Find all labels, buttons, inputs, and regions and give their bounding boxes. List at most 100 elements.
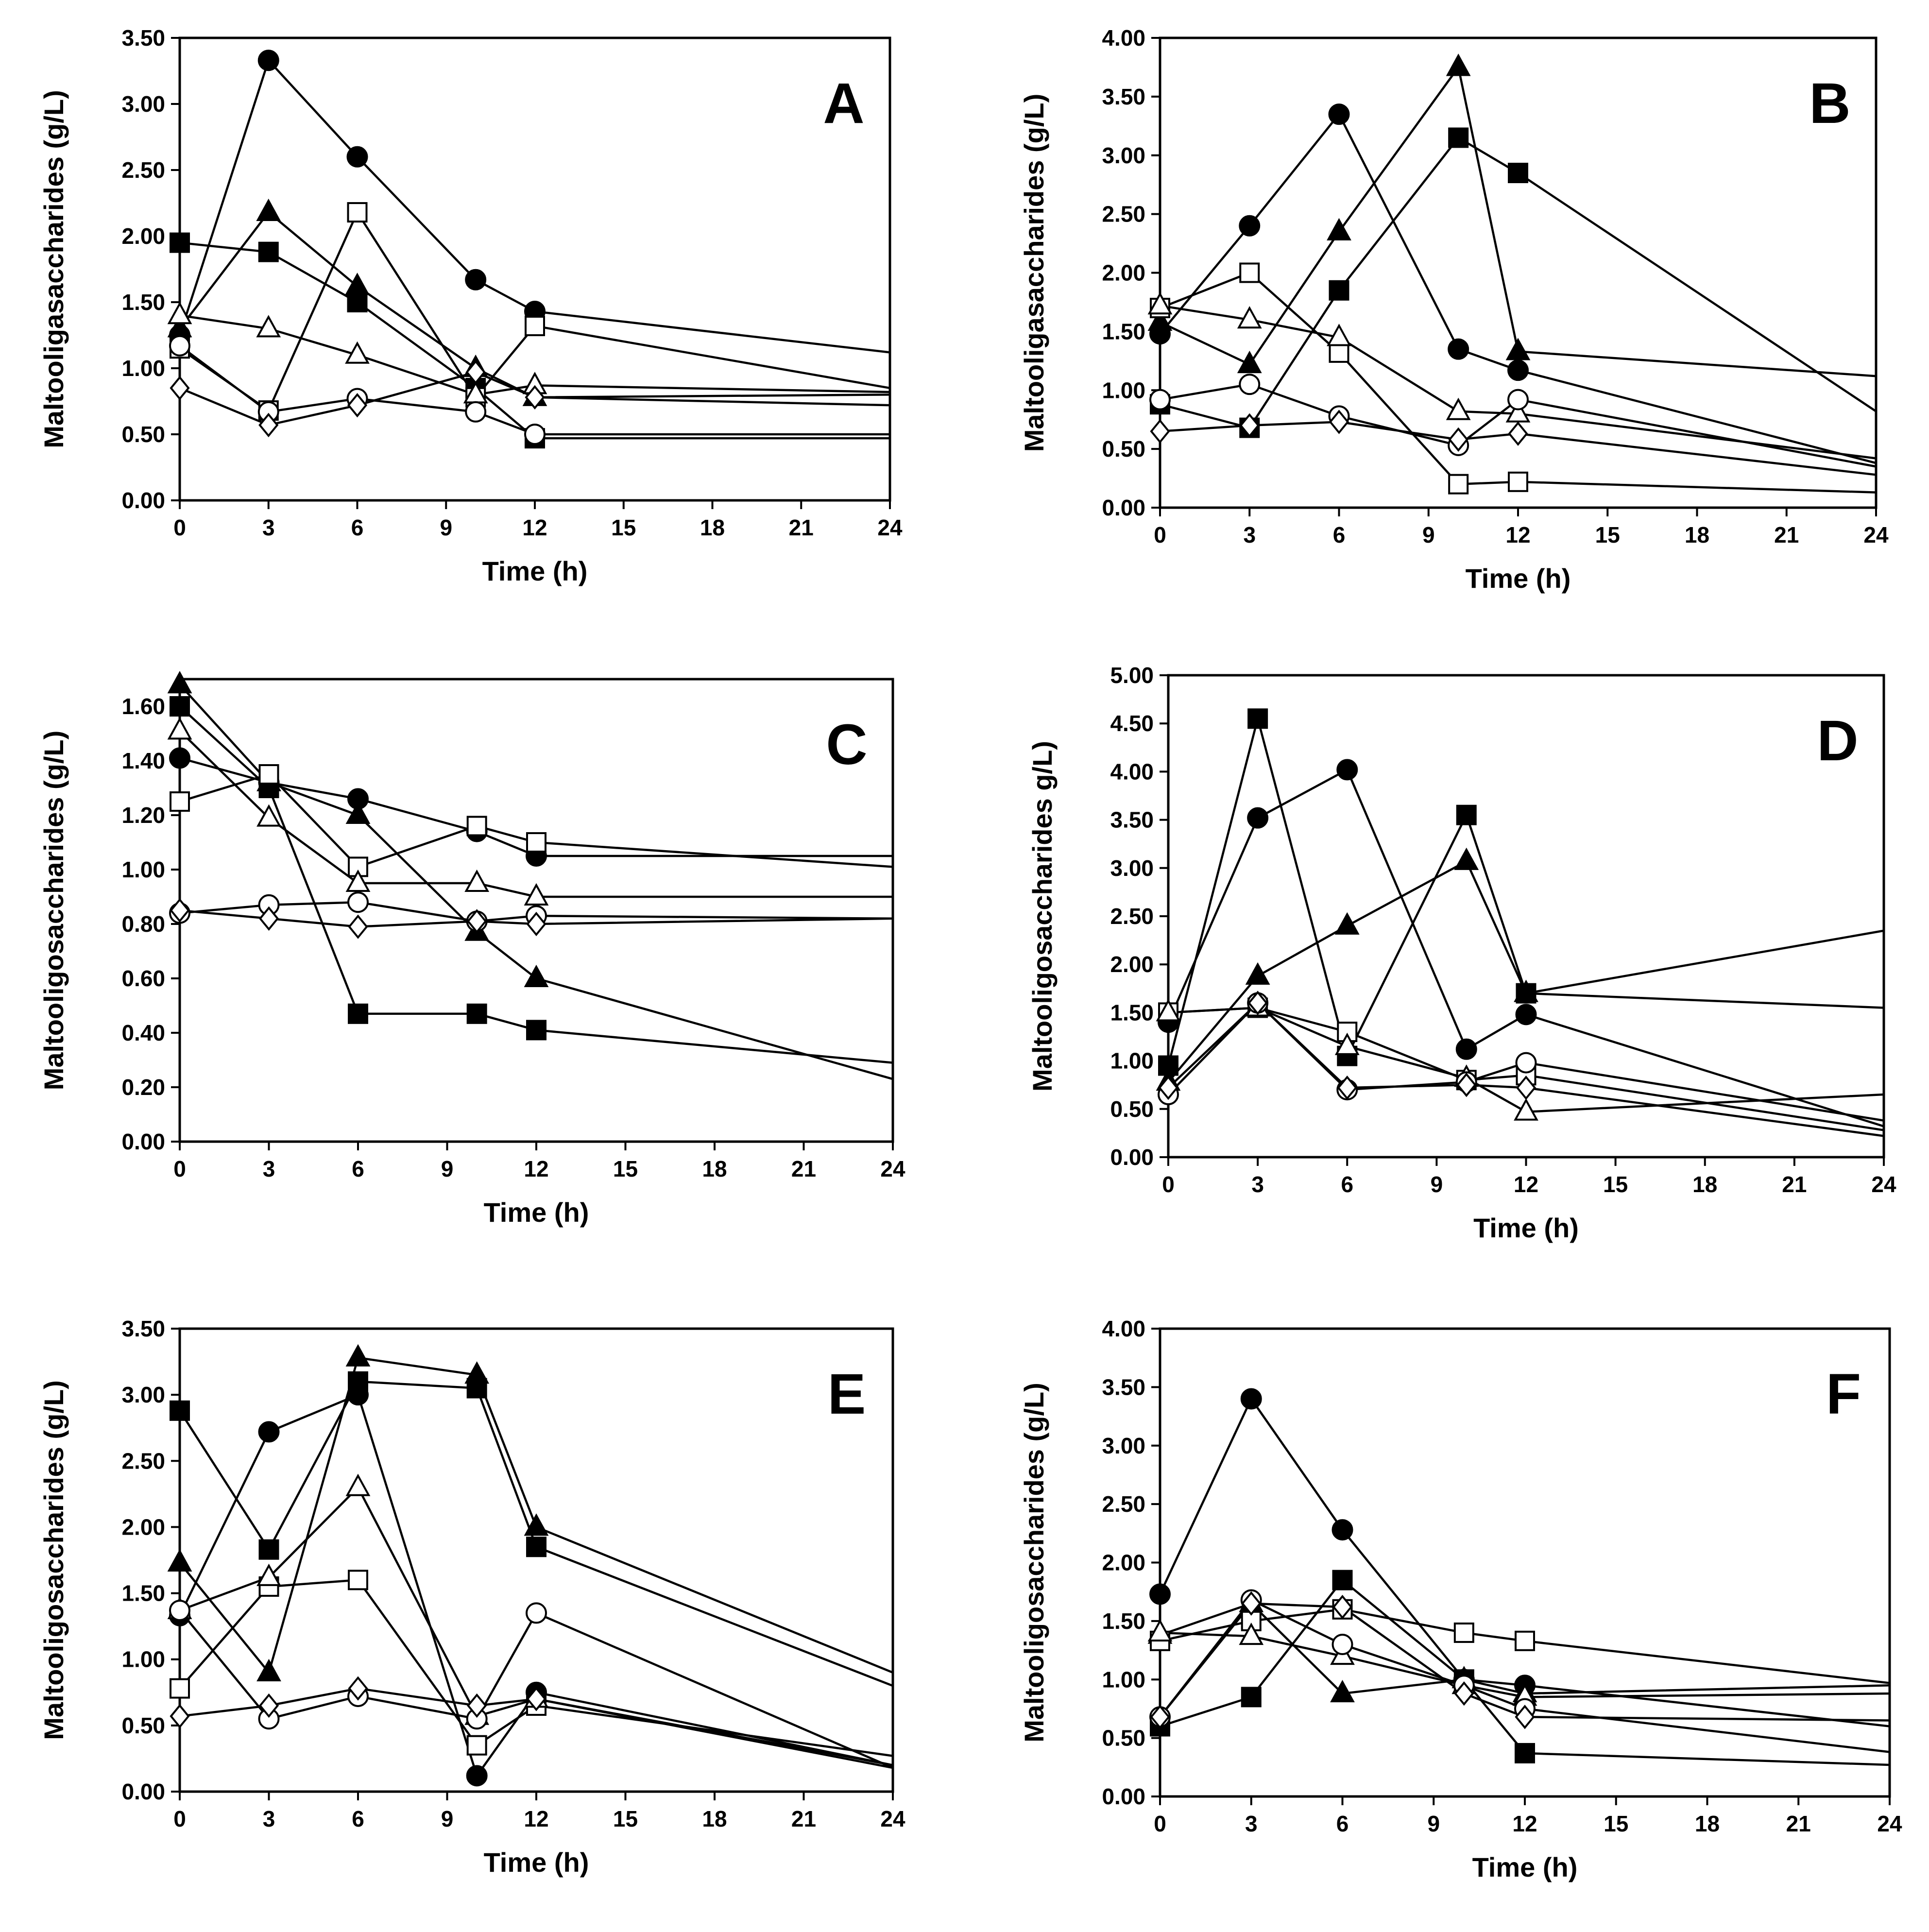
data-point-open-square: [170, 791, 190, 812]
data-point-filled-square: [348, 1371, 368, 1392]
data-point-open-diamond: [258, 412, 279, 438]
data-point-open-triangle: [1147, 292, 1173, 315]
y-tick-label: 1.00: [121, 1647, 165, 1672]
series-line-filled-circle: [1167, 768, 1884, 1128]
y-tick-label: 0.50: [1102, 1726, 1145, 1751]
data-point-filled-square: [1456, 804, 1477, 825]
x-tick-label: 0: [173, 1156, 186, 1181]
y-tick-label: 2.50: [1102, 202, 1145, 227]
data-point-open-square: [347, 202, 368, 223]
series-lines: [1159, 1396, 1890, 1766]
data-point-open-diamond: [1150, 1705, 1170, 1729]
x-tick-label: 6: [351, 515, 364, 540]
x-tick-label: 21: [1782, 1172, 1807, 1197]
y-tick-label: 3.00: [121, 1382, 165, 1407]
y-tick-label: 3.50: [1102, 84, 1145, 109]
y-tick-label: 1.50: [121, 290, 165, 315]
data-point-open-diamond: [526, 1687, 546, 1711]
data-point-open-triangle: [524, 883, 549, 906]
y-tick-label: 3.00: [121, 91, 165, 117]
series-line-open-square: [1160, 271, 1877, 494]
y-tick-label: 1.00: [1102, 377, 1145, 403]
series-line-open-square: [179, 773, 893, 868]
data-point-open-triangle: [256, 315, 281, 338]
x-axis-title: Time (h): [482, 556, 588, 586]
series-lines: [1167, 714, 1884, 1137]
data-point-open-diamond: [1329, 410, 1349, 434]
data-point-open-circle: [1332, 1634, 1353, 1656]
x-tick-label: 6: [1333, 522, 1346, 547]
y-axis-title: Maltooligasaccharides (g/L): [38, 90, 69, 448]
panel-letter: A: [823, 71, 864, 136]
data-point-open-circle: [1239, 374, 1261, 395]
series-line-open-triangle: [1160, 1631, 1890, 1698]
data-point-open-triangle: [464, 869, 490, 892]
series-line-filled-triangle: [179, 210, 890, 399]
series-line-open-diamond: [179, 909, 893, 928]
data-point-filled-square: [258, 241, 279, 262]
data-point-filled-square: [1329, 280, 1349, 301]
x-tick-label: 21: [1786, 1811, 1811, 1836]
y-axis-title: Maltooligosaccharides g/L): [1027, 741, 1058, 1092]
x-axis-title: Time (h): [484, 1197, 589, 1228]
series-line-open-triangle: [1160, 304, 1877, 460]
data-point-filled-square: [526, 1020, 546, 1041]
series-markers: [1147, 53, 1531, 495]
y-tick-label: 1.00: [121, 857, 165, 882]
data-point-open-diamond: [347, 393, 368, 418]
series-line-filled-triangle: [1160, 1602, 1890, 1695]
data-point-open-triangle: [256, 1563, 281, 1586]
y-tick-label: 1.20: [121, 803, 165, 828]
series-line-open-diamond: [1159, 1602, 1890, 1722]
data-point-filled-square: [170, 696, 190, 717]
series-line-open-triangle: [179, 730, 893, 898]
data-point-open-diamond: [1150, 419, 1170, 444]
data-point-filled-circle: [465, 269, 487, 291]
data-point-open-triangle: [1327, 324, 1351, 346]
data-point-open-diamond: [1515, 1705, 1535, 1729]
panel-letter: F: [1826, 1362, 1861, 1426]
data-point-filled-triangle: [1330, 1679, 1355, 1703]
series-line-filled-square: [1160, 136, 1877, 429]
x-tick-label: 24: [1871, 1172, 1896, 1197]
data-point-open-diamond: [1332, 1594, 1353, 1620]
series-line-open-circle: [179, 344, 890, 436]
x-tick-label: 12: [524, 1156, 548, 1181]
data-point-filled-circle: [1247, 807, 1269, 829]
y-axis-title: Maltooligosaccharides (g/L): [38, 731, 69, 1091]
series-line-filled-square: [1167, 714, 1884, 1066]
y-tick-label: 2.00: [1102, 260, 1145, 286]
data-point-filled-circle: [1455, 1038, 1477, 1060]
y-tick-label: 3.00: [1110, 855, 1154, 881]
data-point-open-diamond: [1158, 1075, 1178, 1100]
data-point-open-diamond: [1508, 421, 1528, 446]
y-tick-label: 2.00: [1102, 1550, 1145, 1575]
data-point-filled-triangle: [1334, 912, 1360, 935]
data-point-filled-triangle: [256, 198, 281, 222]
data-point-open-square: [1329, 342, 1349, 363]
x-tick-label: 9: [440, 515, 452, 540]
y-tick-label: 1.50: [1102, 1608, 1145, 1634]
data-point-filled-triangle: [524, 1513, 549, 1536]
y-tick-label: 2.00: [121, 1514, 165, 1539]
data-point-filled-square: [1516, 983, 1536, 1004]
x-tick-label: 15: [613, 1806, 638, 1831]
series-line-filled-triangle: [179, 684, 893, 1080]
y-tick-label: 0.40: [121, 1020, 165, 1045]
data-point-open-diamond: [1241, 1591, 1262, 1616]
data-point-filled-square: [347, 292, 368, 312]
data-point-open-triangle: [345, 341, 370, 364]
y-tick-label: 5.00: [1110, 663, 1154, 688]
data-point-open-square: [1508, 471, 1528, 492]
y-tick-label: 4.50: [1110, 711, 1154, 736]
x-tick-label: 18: [1695, 1811, 1720, 1836]
data-point-filled-triangle: [1327, 218, 1351, 240]
x-tick-label: 18: [1685, 522, 1709, 547]
data-point-filled-triangle: [1505, 338, 1531, 360]
x-tick-label: 21: [791, 1156, 816, 1181]
x-tick-label: 18: [700, 515, 725, 540]
